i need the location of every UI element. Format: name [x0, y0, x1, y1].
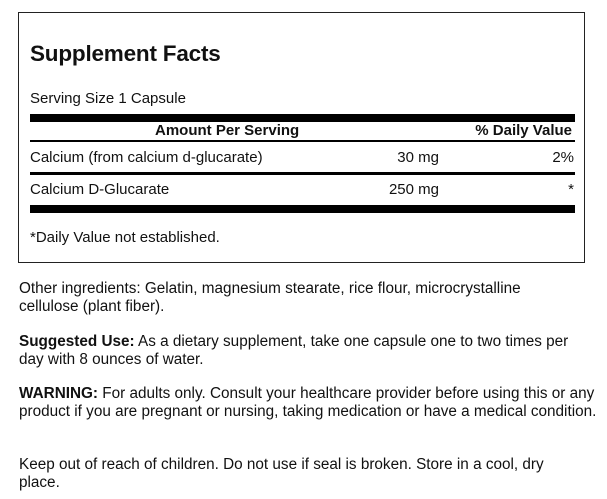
header-daily-value: % Daily Value	[475, 122, 572, 139]
divider	[30, 172, 575, 175]
nutrient-name: Calcium (from calcium d-glucarate)	[30, 149, 263, 166]
nutrient-dv: *	[568, 181, 574, 198]
suggested-use-text: As a dietary supplement, take one capsul…	[19, 333, 569, 368]
header-amount: Amount Per Serving	[155, 122, 300, 139]
table-row: Calcium D-Glucarate 250 mg *	[30, 181, 575, 199]
nutrient-amount: 250 mg	[388, 181, 439, 198]
thick-divider	[30, 205, 575, 213]
storage-note: Keep out of reach of children. Do not us…	[19, 456, 544, 491]
thick-divider	[30, 114, 575, 122]
suggested-use: Suggested Use: As a dietary supplement, …	[19, 333, 579, 369]
supplement-facts-panel: Supplement Facts Serving Size 1 Capsule …	[18, 12, 585, 263]
suggested-use-label: Suggested Use:	[19, 333, 135, 350]
serving-size: Serving Size 1 Capsule	[30, 90, 186, 107]
panel-title: Supplement Facts	[30, 41, 221, 66]
table-header: Amount Per Serving % Daily Value	[30, 122, 575, 140]
footnote: *Daily Value not established.	[30, 229, 220, 246]
warning: WARNING: For adults only. Consult your h…	[19, 385, 597, 421]
divider	[30, 140, 575, 142]
table-row: Calcium (from calcium d-glucarate) 30 mg…	[30, 149, 575, 167]
nutrient-amount: 30 mg	[397, 149, 439, 166]
warning-text: For adults only. Consult your healthcare…	[19, 385, 597, 420]
nutrient-dv: 2%	[552, 149, 574, 166]
warning-label: WARNING:	[19, 385, 99, 402]
other-ingredients: Other ingredients: Gelatin, magnesium st…	[19, 280, 521, 315]
nutrient-name: Calcium D-Glucarate	[30, 181, 170, 198]
